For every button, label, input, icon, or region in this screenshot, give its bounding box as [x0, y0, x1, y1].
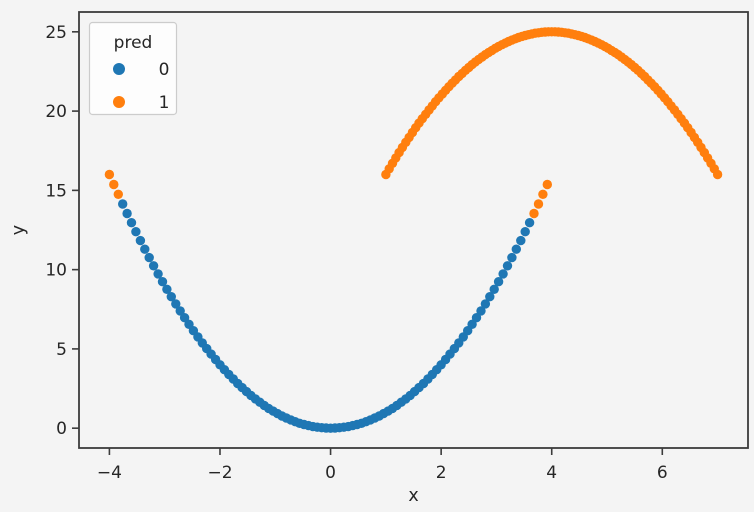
scatter-point-pred-1 [533, 199, 544, 209]
legend-label-1: 1 [159, 93, 170, 113]
y-tick-label: 15 [45, 181, 67, 201]
x-axis-label: x [408, 486, 418, 506]
y-tick-label: 5 [56, 340, 67, 360]
scatter-point-pred-0 [162, 284, 172, 294]
scatter-point-pred-1 [113, 189, 124, 199]
scatter-point-pred-0 [507, 252, 517, 263]
scatter-point-pred-0 [524, 218, 535, 228]
scatter-point-pred-0 [493, 277, 504, 287]
scatter-point-pred-0 [118, 199, 128, 209]
scatter-point-pred-0 [476, 306, 486, 316]
y-tick-label: 20 [45, 102, 67, 122]
x-tick-label: 2 [436, 463, 447, 483]
x-tick-label: −2 [207, 463, 232, 483]
scatter-point-pred-0 [171, 299, 181, 309]
scatter-point-pred-0 [467, 319, 477, 329]
x-tick-label: 4 [546, 463, 557, 483]
legend-box [88, 21, 178, 116]
scatter-point-pred-1 [538, 189, 548, 199]
y-tick-label: 25 [45, 23, 67, 43]
scatter-point-pred-0 [489, 284, 499, 294]
scatter-point-pred-0 [166, 292, 176, 302]
scatter-point-pred-0 [511, 244, 521, 254]
scatter-point-pred-0 [140, 244, 150, 254]
scatter-point-pred-0 [135, 235, 146, 246]
x-tick-label: 0 [325, 463, 336, 483]
legend: pred 0 1 [88, 21, 178, 116]
scatter-point-pred-0 [516, 235, 526, 246]
scatter-point-pred-0 [471, 313, 482, 323]
scatter-point-pred-0 [498, 269, 508, 279]
x-tick-label: 6 [657, 463, 668, 483]
scatter-point-pred-1 [542, 179, 552, 190]
legend-title: pred [114, 33, 153, 53]
scatter-point-pred-0 [148, 261, 159, 271]
scatter-point-pred-0 [179, 313, 190, 323]
x-tick-label: −4 [97, 463, 122, 483]
scatter-point-pred-0 [144, 252, 154, 263]
plot-border [78, 11, 749, 449]
scatter-point-pred-0 [480, 299, 491, 309]
y-tick-label: 10 [45, 261, 67, 281]
scatter-point-pred-1 [109, 179, 119, 190]
scatter-point-pred-0 [485, 292, 495, 302]
scatter-point-pred-0 [520, 227, 530, 237]
scatter-point-pred-1 [104, 169, 115, 180]
scatter-point-pred-0 [175, 306, 185, 316]
legend-marker-1 [113, 96, 125, 108]
scatter-point-pred-1 [529, 208, 539, 219]
scatter-point-pred-0 [502, 261, 513, 271]
y-axis-label: y [9, 225, 29, 235]
scatter-point-pred-0 [153, 269, 163, 279]
y-tick-label: 0 [56, 419, 67, 439]
scatter-point-pred-0 [131, 227, 141, 237]
scatter-point-pred-0 [122, 208, 132, 219]
legend-marker-0 [113, 63, 125, 75]
legend-label-0: 0 [159, 60, 170, 80]
scatter-point-pred-0 [126, 218, 137, 228]
scatter-point-pred-1 [712, 169, 723, 180]
scatter-point-pred-0 [157, 277, 168, 287]
